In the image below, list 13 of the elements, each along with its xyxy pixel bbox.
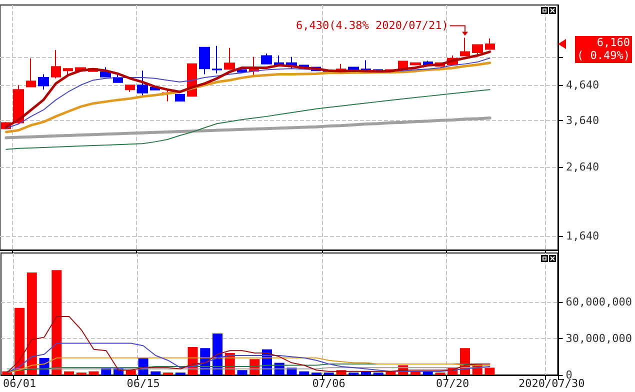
x-tick-label: 2020/07/30: [518, 377, 585, 390]
y-tick-label: 30,000,000: [566, 332, 632, 345]
x-tick-label: 06/01: [2, 377, 36, 390]
y-tick-label: 2,640: [566, 160, 600, 174]
y-tick-label: 60,000,000: [566, 295, 632, 308]
y-tick-label: 4,640: [566, 78, 600, 92]
x-tick-label: 06/15: [126, 377, 160, 390]
y-tick-label: 1,640: [566, 230, 600, 243]
y-tick-label: 3,640: [566, 114, 600, 127]
text: 6,160 ( 0.49%): [575, 36, 632, 64]
x-tick-label: 07/20: [436, 377, 470, 390]
annotation: 6,430(4.38% 2020/07/21): [296, 18, 448, 32]
x-tick-label: 07/06: [312, 377, 346, 390]
